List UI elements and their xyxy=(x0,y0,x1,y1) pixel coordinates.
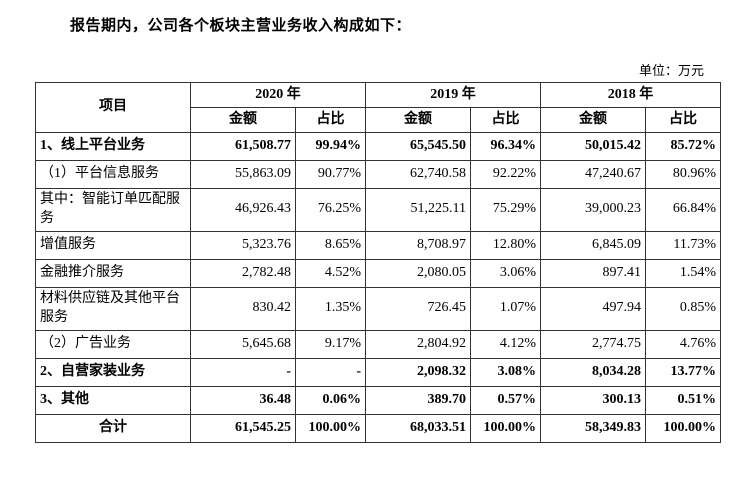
row-label: 2、自营家装业务 xyxy=(35,357,191,387)
value-cell: 0.51% xyxy=(645,385,721,415)
value-cell: 85.72% xyxy=(645,132,721,161)
value-cell: 4.52% xyxy=(295,258,366,288)
value-cell: 1.35% xyxy=(295,286,366,331)
value-cell: 3.08% xyxy=(470,357,541,387)
unit-label: 单位：万元 xyxy=(638,63,704,78)
value-cell: 66.84% xyxy=(645,188,721,232)
value-cell: 55,863.09 xyxy=(190,160,296,189)
row-label: 3、其他 xyxy=(35,385,191,415)
value-cell: 830.42 xyxy=(190,286,296,331)
value-cell: 65,545.50 xyxy=(365,132,471,161)
table-row: 2、自营家装业务 - -2,098.32 3.08% 8,034.28 13.77% xyxy=(35,357,721,387)
value-cell: 80.96% xyxy=(645,160,721,189)
value-cell: 61,508.77 xyxy=(190,132,296,161)
row-label: 1、线上平台业务 xyxy=(35,132,191,161)
value-cell: 300.13 xyxy=(540,385,646,415)
value-cell: 8,034.28 xyxy=(540,357,646,387)
value-cell: 92.22% xyxy=(470,160,541,189)
table-row: （1）平台信息服务 55,863.09 90.77% 62,740.58 92.22% 4… xyxy=(35,160,721,189)
table-row: 材料供应链及其他平台服务 830.42 1.35% 726.45 1.07% 497.94… xyxy=(35,286,721,331)
value-cell: 96.34% xyxy=(470,132,541,161)
header-ratio-2019: 占比 xyxy=(470,107,541,133)
row-label: 材料供应链及其他平台服务 xyxy=(35,286,191,331)
header-ratio-2020: 占比 xyxy=(295,107,366,133)
value-cell: 0.85% xyxy=(645,286,721,331)
header-amount-2019: 金额 xyxy=(365,107,471,133)
value-cell: 3.06% xyxy=(470,258,541,288)
value-cell: 68,033.51 xyxy=(365,413,471,443)
header-amount-2018: 金额 xyxy=(540,107,646,133)
value-cell: 1.07% xyxy=(470,286,541,331)
row-label: 金融推介服务 xyxy=(35,258,191,288)
value-cell: 2,782.48 xyxy=(190,258,296,288)
table-body: 1、线上平台业务 61,508.77 99.94% 65,545.50 96.34% 50… xyxy=(35,132,721,443)
value-cell: 6,845.09 xyxy=(540,230,646,260)
table-row: 其中：智能订单匹配服务 46,926.43 76.25% 51,225.11 75.29… xyxy=(35,188,721,232)
revenue-table: 项目 2020 年 2019 年 2018 年 金额 占比 金额 占比 金额 占… xyxy=(35,82,721,443)
value-cell: 61,545.25 xyxy=(190,413,296,443)
value-cell: 0.06% xyxy=(295,385,366,415)
value-cell: 8.65% xyxy=(295,230,366,260)
table-row: 1、线上平台业务 61,508.77 99.94% 65,545.50 96.34% 50… xyxy=(35,132,721,161)
value-cell: 9.17% xyxy=(295,329,366,359)
value-cell: 75.29% xyxy=(470,188,541,232)
row-label: 其中：智能订单匹配服务 xyxy=(35,188,191,232)
value-cell: 62,740.58 xyxy=(365,160,471,189)
header-row-measures: 金额 占比 金额 占比 金额 占比 xyxy=(36,107,721,133)
value-cell: 497.94 xyxy=(540,286,646,331)
value-cell: 99.94% xyxy=(295,132,366,161)
value-cell: 13.77% xyxy=(645,357,721,387)
value-cell: 389.70 xyxy=(365,385,471,415)
header-ratio-2018: 占比 xyxy=(645,107,721,133)
table-row: 金融推介服务 2,782.48 4.52% 2,080.05 3.06% 897.41 1.… xyxy=(35,258,721,288)
value-cell: 36.48 xyxy=(190,385,296,415)
header-year-2018: 2018 年 xyxy=(540,82,721,108)
value-cell: 50,015.42 xyxy=(540,132,646,161)
row-label: （1）平台信息服务 xyxy=(35,160,191,189)
total-row: 合计 61,545.25 100.00% 68,033.51 100.00% 58,349… xyxy=(35,413,721,443)
header-year-2019: 2019 年 xyxy=(365,82,541,108)
value-cell: 90.77% xyxy=(295,160,366,189)
value-cell: 726.45 xyxy=(365,286,471,331)
value-cell: 0.57% xyxy=(470,385,541,415)
value-cell: - xyxy=(295,357,366,387)
value-cell: 2,080.05 xyxy=(365,258,471,288)
value-cell: 5,323.76 xyxy=(190,230,296,260)
value-cell: 47,240.67 xyxy=(540,160,646,189)
value-cell: 58,349.83 xyxy=(540,413,646,443)
value-cell: 51,225.11 xyxy=(365,188,471,232)
value-cell: 100.00% xyxy=(645,413,721,443)
value-cell: 4.12% xyxy=(470,329,541,359)
value-cell: 8,708.97 xyxy=(365,230,471,260)
value-cell: 5,645.68 xyxy=(190,329,296,359)
row-label: （2）广告业务 xyxy=(35,329,191,359)
value-cell: 46,926.43 xyxy=(190,188,296,232)
header-amount-2020: 金额 xyxy=(190,107,296,133)
value-cell: 100.00% xyxy=(295,413,366,443)
value-cell: 11.73% xyxy=(645,230,721,260)
table-row: 增值服务 5,323.76 8.65% 8,708.97 12.80% 6,845.09 1… xyxy=(35,230,721,260)
table-row: 3、其他 36.48 0.06% 389.70 0.57% 300.13 0.51% xyxy=(35,385,721,415)
header-year-2020: 2020 年 xyxy=(190,82,366,108)
value-cell: 2,774.75 xyxy=(540,329,646,359)
value-cell: 2,098.32 xyxy=(365,357,471,387)
table-row: （2）广告业务 5,645.68 9.17% 2,804.92 4.12% 2,774.7… xyxy=(35,329,721,359)
value-cell: 12.80% xyxy=(470,230,541,260)
value-cell: 2,804.92 xyxy=(365,329,471,359)
value-cell: 4.76% xyxy=(645,329,721,359)
table-header: 项目 2020 年 2019 年 2018 年 金额 占比 金额 占比 金额 占… xyxy=(35,82,721,133)
row-label: 增值服务 xyxy=(35,230,191,260)
value-cell: 100.00% xyxy=(470,413,541,443)
intro-text: 报告期内，公司各个板块主营业务收入构成如下： xyxy=(70,18,412,34)
value-cell: 39,000.23 xyxy=(540,188,646,232)
header-item: 项目 xyxy=(35,82,191,133)
value-cell: 897.41 xyxy=(540,258,646,288)
total-row-label: 合计 xyxy=(35,413,191,443)
header-row-years: 项目 2020 年 2019 年 2018 年 xyxy=(35,82,721,133)
value-cell: - xyxy=(190,357,296,387)
value-cell: 1.54% xyxy=(645,258,721,288)
value-cell: 76.25% xyxy=(295,188,366,232)
